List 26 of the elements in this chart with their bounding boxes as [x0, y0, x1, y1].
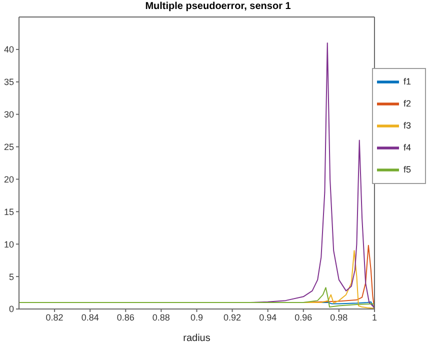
y-tick-label: 30: [4, 110, 14, 120]
x-axis-title: radius: [183, 333, 210, 344]
y-tick-label: 25: [4, 142, 14, 152]
y-tick-label: 10: [4, 239, 14, 250]
legend-label: f3: [403, 120, 411, 130]
x-tick-label: 0.96: [294, 312, 312, 322]
legend-label: f4: [403, 142, 411, 152]
x-tick-label: 0.94: [259, 312, 277, 322]
x-tick-label: 1: [372, 312, 377, 322]
x-tick-label: 0.92: [224, 312, 242, 322]
legend-label: f1: [403, 76, 411, 86]
y-tick-label: 35: [4, 77, 14, 88]
x-tick-label: 0.84: [81, 312, 99, 322]
y-tick-label: 40: [4, 44, 14, 55]
x-tick-label: 0.86: [116, 312, 134, 322]
x-tick-label: 0.88: [152, 312, 170, 322]
x-tick-label: 0.98: [330, 312, 348, 322]
y-tick-label: 0: [8, 304, 14, 314]
y-tick-label: 20: [4, 174, 14, 184]
y-tick-label: 15: [4, 206, 14, 217]
x-tick-label: 0.82: [46, 312, 64, 322]
y-tick-label: 5: [8, 272, 14, 282]
legend-label: f2: [403, 98, 411, 108]
x-tick-label: 0.9: [190, 312, 203, 322]
legend-label: f5: [403, 164, 411, 174]
chart-title: Multiple pseudoerror, sensor 1: [144, 0, 292, 14]
